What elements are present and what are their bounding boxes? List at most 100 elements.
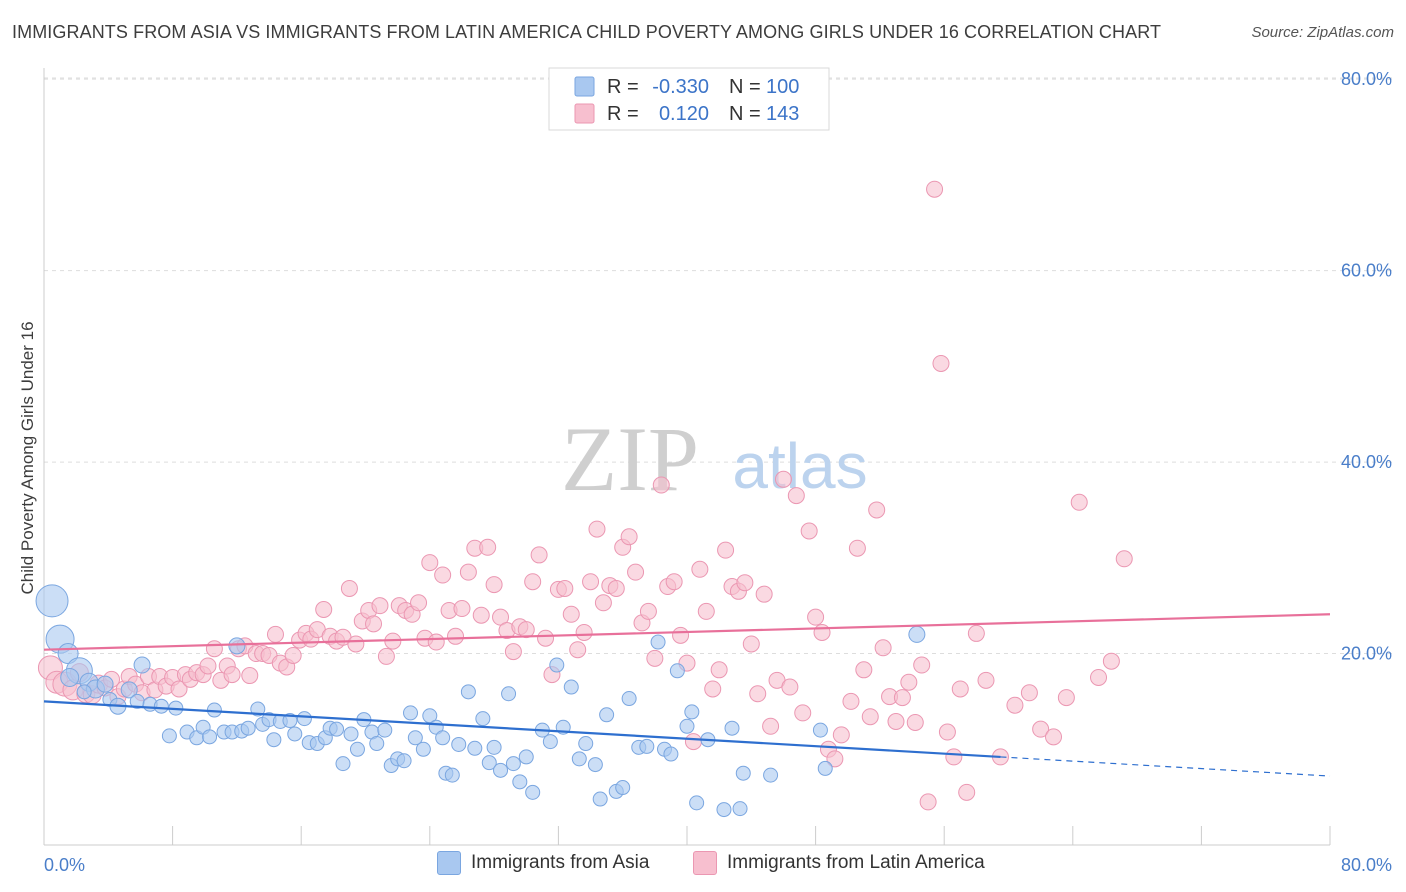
- latam-point-85: [575, 623, 593, 641]
- latam-point-88: [594, 594, 612, 612]
- latam-point-62: [427, 633, 445, 651]
- latam-point-87: [588, 520, 606, 538]
- asia-point-7: [96, 675, 114, 693]
- asia-point-46: [369, 736, 385, 752]
- latam-point-20: [170, 680, 188, 698]
- axes: [43, 68, 1331, 846]
- latam-point-131: [874, 639, 892, 657]
- asia-point-72: [542, 734, 558, 750]
- asia-point-51: [403, 705, 419, 721]
- latam-point-139: [926, 180, 944, 198]
- latam-point-151: [1045, 728, 1063, 746]
- legend-box: R = -0.330 N = 100 R = 0.120 N = 143: [548, 67, 830, 131]
- latam-point-116: [774, 470, 792, 488]
- latam-point-113: [755, 585, 773, 603]
- latam-point-86: [582, 573, 600, 591]
- asia-point-83: [621, 691, 637, 707]
- asia-point-52: [407, 730, 423, 746]
- latam-point-146: [977, 671, 995, 689]
- latam-trend-line: [43, 613, 1331, 651]
- bottom-legend-latam: Immigrants from Latin America: [693, 851, 985, 875]
- latam-point-76: [517, 621, 535, 639]
- latam-point-136: [906, 713, 924, 731]
- latam-point-32: [241, 667, 259, 685]
- latam-point-25: [199, 657, 217, 675]
- latam-point-84: [569, 641, 587, 659]
- asia-point-67: [505, 756, 521, 772]
- latam-point-79: [537, 629, 555, 647]
- latam-point-111: [742, 635, 760, 653]
- latam-point-149: [1020, 684, 1038, 702]
- asia-point-79: [592, 791, 608, 807]
- asia-point-88: [663, 746, 679, 762]
- x-tick-label-min: 0.0%: [44, 855, 85, 875]
- asia-point-76: [571, 751, 587, 767]
- latam-point-63: [434, 566, 452, 584]
- latam-point-92: [620, 528, 638, 546]
- latam-point-143: [951, 680, 969, 698]
- asia-point-86: [650, 634, 666, 650]
- latam-point-126: [842, 692, 860, 710]
- latam-point-26: [205, 640, 223, 658]
- asia-point-27: [240, 720, 256, 736]
- asia-point-70: [525, 784, 541, 800]
- latam-point-103: [691, 560, 709, 578]
- asia-point-13: [133, 656, 151, 674]
- latam-point-107: [717, 541, 735, 559]
- legend-asia-n-label: N =: [729, 76, 761, 98]
- asia-point-69: [518, 749, 534, 765]
- latam-point-59: [410, 594, 428, 612]
- latam-point-82: [556, 579, 574, 597]
- asia-point-35: [296, 711, 312, 727]
- latam-point-105: [704, 680, 722, 698]
- asia-point-21: [202, 729, 218, 745]
- asia-trend-line: [43, 700, 1001, 759]
- latam-point-122: [813, 623, 831, 641]
- latam-point-118: [787, 487, 805, 505]
- bottom-legend-latam-swatch: [693, 851, 717, 875]
- latam-point-121: [807, 608, 825, 626]
- latam-point-156: [1115, 550, 1133, 568]
- asia-point-85: [639, 738, 655, 754]
- asia-point-96: [732, 801, 748, 817]
- latam-point-145: [967, 624, 985, 642]
- asia-point-73: [549, 657, 565, 673]
- latam-point-61: [421, 554, 439, 572]
- latam-point-155: [1102, 652, 1120, 670]
- latam-point-140: [932, 354, 950, 372]
- legend-latam-n-value: 143: [766, 103, 799, 125]
- latam-point-36: [266, 625, 284, 643]
- latam-point-125: [832, 726, 850, 744]
- asia-point-50: [396, 753, 412, 769]
- latam-point-148: [1006, 696, 1024, 714]
- y-tick-label-2: 60.0%: [1341, 261, 1392, 281]
- legend-latam-swatch: [574, 103, 595, 124]
- y-tick-label-1: 40.0%: [1341, 452, 1392, 472]
- latam-point-134: [893, 689, 911, 707]
- asia-point-89: [669, 663, 685, 679]
- asia-point-99: [812, 722, 828, 738]
- asia-point-82: [615, 780, 631, 796]
- latam-point-152: [1057, 689, 1075, 707]
- latam-point-138: [919, 793, 937, 811]
- bottom-legend-latam-label: Immigrants from Latin America: [727, 852, 985, 873]
- latam-point-124: [826, 750, 844, 768]
- latam-point-53: [371, 597, 389, 615]
- latam-point-150: [1032, 720, 1050, 738]
- asia-point-41: [335, 756, 351, 772]
- asia-point-101: [908, 625, 926, 643]
- latam-point-44: [315, 601, 333, 618]
- asia-point-98: [763, 767, 779, 783]
- asia-point-63: [481, 755, 497, 771]
- latam-point-71: [485, 576, 503, 594]
- latam-point-119: [794, 704, 812, 722]
- latam-point-93: [627, 563, 645, 581]
- latam-point-127: [848, 539, 866, 557]
- asia-point-11: [120, 681, 138, 699]
- latam-point-70: [479, 538, 497, 556]
- latam-points: [37, 180, 1133, 811]
- asia-point-90: [679, 718, 695, 734]
- x-tick-label-max: 80.0%: [1341, 855, 1392, 875]
- latam-point-137: [913, 656, 931, 674]
